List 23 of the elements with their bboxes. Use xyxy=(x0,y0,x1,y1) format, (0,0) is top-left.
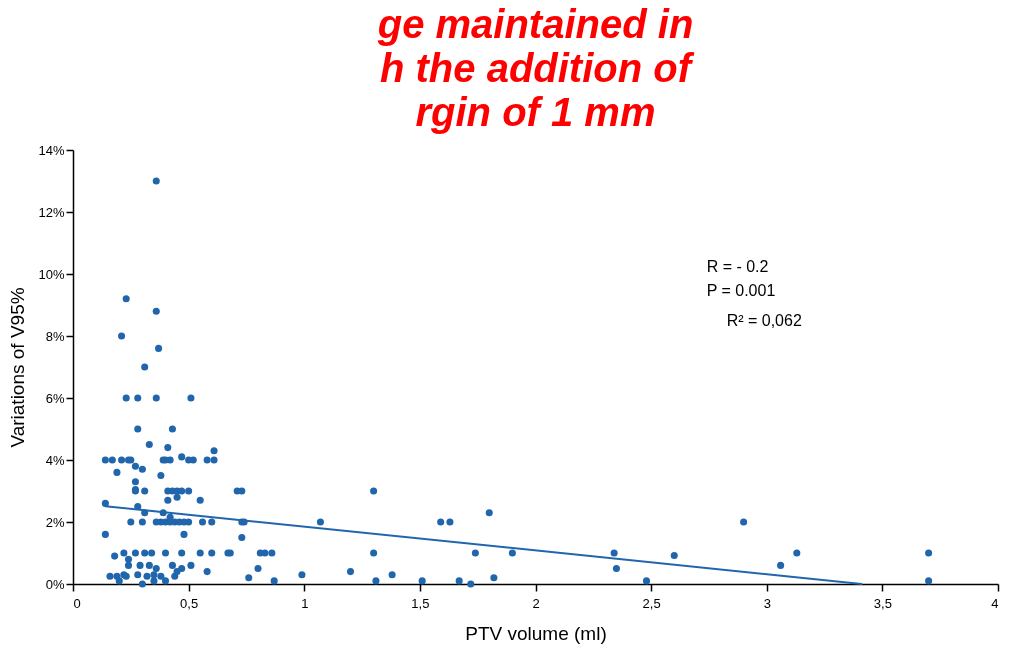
x-tick-label: 0,5 xyxy=(180,595,199,611)
y-tick-label: 2% xyxy=(45,514,65,530)
annotation: P = 0.001 xyxy=(706,282,776,300)
y-tick-label: 8% xyxy=(45,328,65,344)
x-tick-label: 4 xyxy=(991,595,999,611)
x-tick-label: 0 xyxy=(73,595,81,611)
x-tick-label: 3 xyxy=(763,595,771,611)
y-tick-label: 10% xyxy=(38,266,65,282)
annotation: R = - 0.2 xyxy=(706,258,769,276)
annotation: R² = 0,062 xyxy=(726,312,802,330)
y-axis-title: Variations of V95% xyxy=(7,287,29,448)
x-tick-label: 2,5 xyxy=(642,595,661,611)
x-tick-label: 1,5 xyxy=(411,595,430,611)
x-tick-label: 3,5 xyxy=(873,595,892,611)
x-tick-label: 1 xyxy=(301,595,309,611)
y-tick-label: 0% xyxy=(45,576,65,592)
y-tick-label: 4% xyxy=(45,452,65,468)
x-axis-title: PTV volume (ml) xyxy=(465,622,607,644)
x-tick-label: 2 xyxy=(532,595,540,611)
y-tick-label: 12% xyxy=(38,204,65,220)
y-tick-label: 6% xyxy=(45,390,65,406)
y-tick-label: 14% xyxy=(38,142,65,158)
chart-title: ge maintained in h the addition of rgin of 1 mm xyxy=(376,2,695,134)
